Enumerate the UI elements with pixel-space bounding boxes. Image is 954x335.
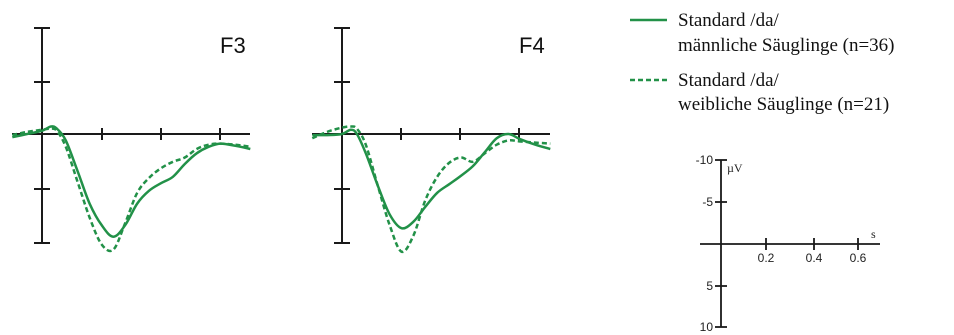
scale-y-label-m5: -5	[702, 195, 713, 209]
scale-x-label-02: 0.2	[758, 251, 775, 265]
scale-y-unit: µV	[727, 161, 743, 175]
legend-dashed-line2: weibliche Säuglinge (n=21)	[678, 94, 889, 115]
scale-x-label-04: 0.4	[806, 251, 823, 265]
panel-f3-title: F3	[220, 33, 246, 58]
scale-y-label-p5: 5	[706, 279, 713, 293]
legend-dashed-line1: Standard /da/	[678, 70, 780, 91]
legend-solid-line1: Standard /da/	[678, 10, 780, 31]
panel-f3: F3	[11, 27, 251, 253]
scale-cross: -10 -5 5 10 µV s 0.2 0.4 0.6	[696, 153, 880, 334]
panel-f4-series-male-line	[312, 128, 551, 230]
scale-y-label-m10: -10	[696, 153, 714, 167]
panel-f4-axes	[312, 27, 550, 244]
panel-f4: F4	[311, 27, 551, 254]
scale-x-label-06: 0.6	[850, 251, 867, 265]
legend: Standard /da/ männliche Säuglinge (n=36)…	[630, 10, 895, 115]
panel-f4-series-female-line	[311, 125, 551, 254]
scale-x-unit: s	[871, 227, 876, 241]
scale-y-label-p10: 10	[700, 320, 714, 334]
legend-solid-line2: männliche Säuglinge (n=36)	[678, 35, 895, 56]
panel-f4-title: F4	[519, 33, 545, 58]
panel-f3-axes	[12, 27, 250, 244]
panel-f3-series-female-line	[11, 127, 251, 253]
